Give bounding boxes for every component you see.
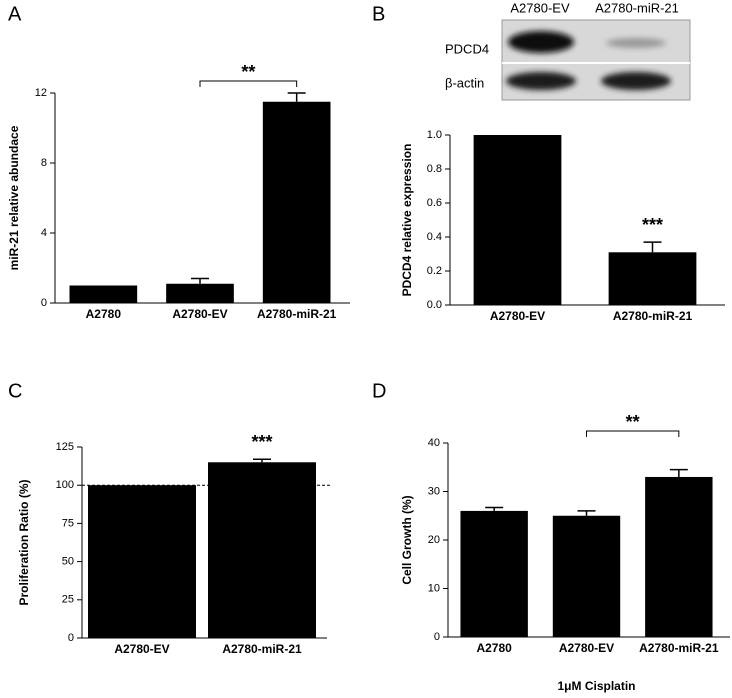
panel-letter: D (372, 380, 386, 402)
bar (460, 510, 528, 637)
x-tick-label: A2780-miR-21 (639, 641, 719, 655)
significance-bracket (199, 80, 298, 87)
y-tick-label: 50 (62, 556, 74, 568)
y-tick-label: 0.0 (427, 299, 442, 311)
x-tick-label: A2780 (86, 307, 122, 321)
y-axis-label: Proliferation Ratio (%) (17, 479, 31, 605)
significance-label: ** (241, 62, 255, 82)
blot-lane-label: A2780-EV (510, 0, 570, 15)
bar (608, 252, 697, 305)
blot-band (606, 38, 666, 48)
x-tick-label: A2780-miR-21 (222, 642, 302, 656)
panel-letter: C (8, 380, 22, 402)
panel-letter: B (372, 3, 385, 25)
significance-bracket (586, 430, 680, 437)
x-tick-label: A2780-miR-21 (613, 309, 693, 323)
y-tick-label: 0.2 (427, 265, 442, 277)
y-tick-label: 40 (428, 437, 440, 449)
y-axis-label: Cell Growth (%) (400, 495, 414, 584)
y-tick-label: 0.4 (427, 231, 442, 243)
significance-label: *** (642, 215, 663, 235)
x-tick-label: A2780-EV (559, 641, 614, 655)
y-axis-label: miR-21 relative abundace (7, 125, 21, 270)
blot-row-label: β-actin (445, 75, 484, 90)
bar (208, 462, 316, 638)
x-tick-label: A2780-EV (172, 307, 227, 321)
bar (88, 485, 196, 638)
x-tick-label: A2780 (476, 641, 512, 655)
y-tick-label: 0.6 (427, 197, 442, 209)
y-tick-label: 10 (428, 582, 440, 594)
bar (552, 515, 621, 637)
y-tick-label: 8 (41, 157, 47, 169)
y-tick-label: 30 (428, 485, 440, 497)
blot-band (508, 31, 574, 53)
y-tick-label: 12 (35, 87, 47, 99)
bar (69, 285, 138, 303)
x-axis-label: 1μM Cisplatin (557, 679, 635, 693)
y-tick-label: 20 (428, 534, 440, 546)
y-tick-label: 1.0 (427, 129, 442, 141)
panel-letter: A (8, 3, 22, 25)
y-tick-label: 25 (62, 594, 74, 606)
y-tick-label: 75 (62, 517, 74, 529)
bar (166, 283, 234, 303)
bar (262, 101, 331, 303)
significance-label: *** (251, 432, 272, 452)
bar (645, 476, 713, 637)
blot-band (506, 72, 576, 90)
blot-band (601, 72, 671, 90)
y-axis-label: PDCD4 relative expression (400, 144, 414, 297)
y-tick-label: 4 (41, 227, 47, 239)
y-tick-label: 100 (56, 479, 74, 491)
x-tick-label: A2780-EV (114, 642, 169, 656)
x-tick-label: A2780-miR-21 (257, 307, 337, 321)
western-blot: A2780-EV A2780-miR-21 PDCD4 β-actin (445, 0, 691, 101)
y-tick-label: 0 (68, 632, 74, 644)
x-tick-label: A2780-EV (490, 309, 545, 323)
y-tick-label: 0 (41, 297, 47, 309)
blot-row-label: PDCD4 (445, 41, 489, 56)
blot-lane-label: A2780-miR-21 (595, 0, 679, 15)
y-tick-label: 125 (56, 441, 74, 453)
significance-label: ** (626, 412, 640, 432)
y-tick-label: 0.8 (427, 163, 442, 175)
y-tick-label: 0 (434, 631, 440, 643)
bar (473, 135, 562, 305)
